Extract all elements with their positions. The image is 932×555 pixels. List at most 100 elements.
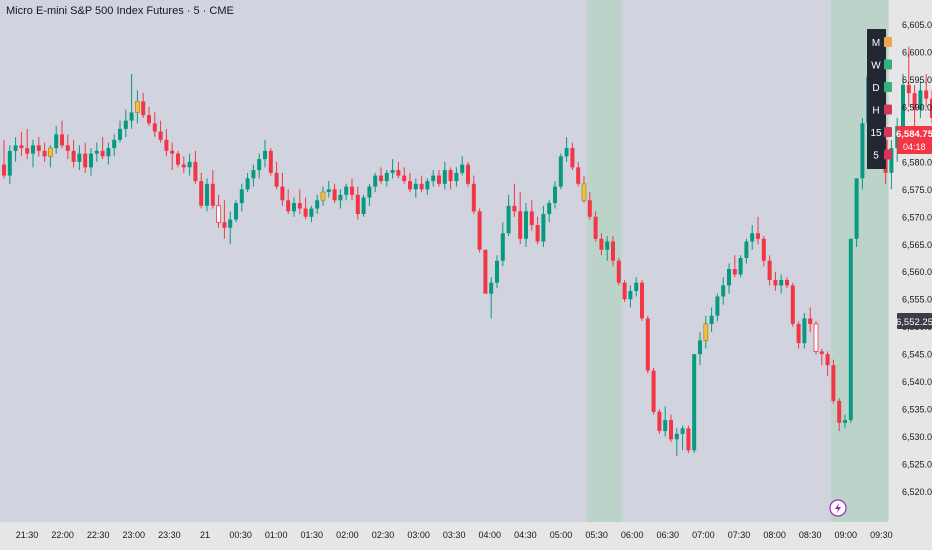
candle (634, 277, 639, 297)
session-shade-0 (586, 0, 622, 522)
candle (831, 359, 836, 404)
candle (796, 321, 801, 349)
candle-body (118, 128, 122, 140)
candle-body (808, 318, 813, 324)
candle (790, 282, 795, 327)
y-tick-label: 6,595.00 (902, 75, 932, 85)
candle-body (431, 175, 436, 182)
candle-body (292, 203, 296, 212)
candle-body (158, 131, 163, 140)
candle (785, 277, 789, 289)
x-tick-label: 09:30 (870, 530, 893, 540)
candle-body (2, 164, 6, 176)
candle-body (83, 153, 88, 168)
candle-body (390, 170, 395, 173)
candle-body (558, 156, 563, 187)
candle-body (303, 208, 308, 217)
candle (576, 161, 581, 187)
candle-body (48, 147, 53, 157)
candle-body (698, 340, 702, 355)
candle (210, 170, 215, 209)
y-tick-label: 6,530.00 (902, 432, 932, 442)
candle (930, 90, 932, 124)
candle (141, 93, 146, 118)
candle (761, 236, 766, 267)
candle-body (181, 164, 186, 168)
candle-body (170, 150, 175, 154)
candle (268, 148, 273, 176)
candle (854, 178, 859, 248)
candle-body (239, 189, 244, 204)
lightning-icon[interactable] (829, 499, 847, 517)
candle-body (442, 170, 447, 184)
candle (779, 274, 784, 294)
candle (599, 233, 604, 256)
y-tick-label: 6,605.00 (902, 20, 932, 30)
plot-area[interactable] (0, 0, 840, 522)
candle-body (518, 211, 523, 239)
candle (669, 414, 673, 443)
y-tick-label: 6,525.00 (902, 460, 932, 470)
lightning-icon-bolt[interactable] (835, 503, 841, 513)
candle-body (320, 191, 326, 201)
x-tick-label: 07:30 (728, 530, 751, 540)
candle-body (547, 203, 552, 215)
price-axis[interactable]: 6,520.00 6,525.00 6,530.00 6,535.00 6,540.00… (902, 20, 932, 497)
candle-body (94, 150, 99, 154)
candle (912, 84, 917, 129)
candle-body (657, 411, 662, 432)
candle-body (587, 200, 592, 217)
candle (611, 236, 615, 267)
candle (2, 139, 6, 179)
candle (379, 167, 383, 184)
candle (419, 175, 424, 193)
candle-body (129, 112, 134, 121)
candle (587, 192, 592, 220)
candle (205, 178, 209, 212)
candle (239, 183, 244, 212)
mtf-row-swatch (884, 82, 892, 92)
candle-body (663, 420, 668, 432)
candle-body (134, 101, 140, 113)
candle (819, 348, 824, 366)
candle-body (251, 170, 256, 179)
candle (147, 106, 151, 127)
candle-body (326, 189, 331, 193)
candle (518, 192, 523, 245)
candle (924, 73, 929, 107)
candle-body (477, 211, 482, 250)
candle (442, 161, 447, 190)
candle (506, 194, 511, 237)
candle-body (628, 290, 633, 300)
candle-body (651, 370, 656, 412)
y-tick-label: 6,540.00 (902, 377, 932, 387)
x-tick-label: 04:00 (479, 530, 502, 540)
y-tick-label: 6,560.00 (902, 267, 932, 277)
candle (297, 189, 302, 215)
time-axis[interactable]: 21:30 22:00 22:30 23:00 23:30 21 00:30 01:00 01:… (16, 530, 893, 540)
y-tick-label: 6,570.00 (902, 212, 932, 222)
candle (657, 409, 662, 434)
candle-body (454, 172, 459, 182)
candle-body (350, 186, 354, 195)
candle-body (384, 172, 389, 182)
candle (512, 183, 517, 217)
candle-body (837, 400, 842, 423)
candle-body (744, 241, 749, 258)
candle-body (901, 84, 905, 127)
candle-body (355, 194, 360, 215)
time-axis-background[interactable] (0, 522, 932, 550)
candle (558, 153, 563, 190)
x-tick-label: 06:00 (621, 530, 644, 540)
candle (541, 205, 546, 248)
candle-body (599, 238, 604, 250)
candle-body (924, 90, 929, 99)
candle-body (379, 175, 383, 182)
candle-body (413, 183, 418, 190)
candle-body (100, 150, 105, 157)
candle-body (796, 323, 801, 344)
candle (60, 120, 64, 149)
candle-body (274, 172, 279, 187)
